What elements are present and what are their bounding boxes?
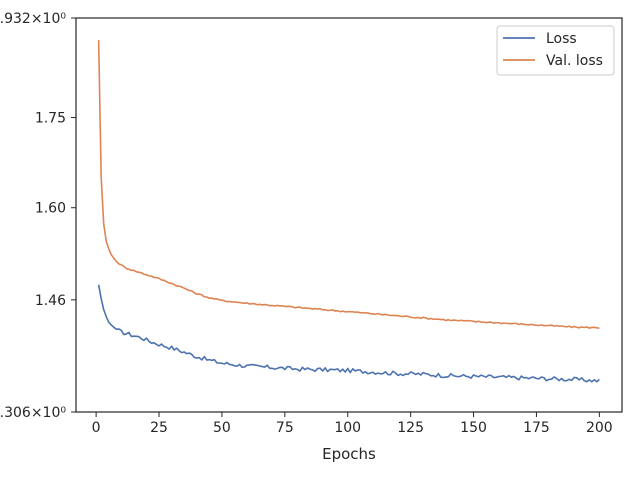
x-axis: 0 25 50 75 100 125 150 175 200 — [92, 412, 613, 436]
x-tick-label: 150 — [460, 420, 487, 436]
y-tick-label: 1.75 — [35, 111, 66, 127]
y-tick-label: 1.46 — [35, 293, 66, 309]
y-tick-label: 1.60 — [35, 201, 66, 217]
legend-label-loss: Loss — [546, 31, 577, 47]
x-tick-label: 100 — [334, 420, 361, 436]
x-tick-label: 25 — [150, 420, 168, 436]
series-layer — [97, 40, 600, 383]
plot-area — [75, 17, 623, 413]
x-tick-label: 50 — [213, 420, 231, 436]
x-tick-label: 200 — [586, 420, 613, 436]
y-tick-label: 1.932×10⁰ — [0, 11, 66, 27]
legend: Loss Val. loss — [496, 25, 615, 76]
y-axis: 1.306×10⁰ 1.46 1.60 1.75 1.932×10⁰ — [0, 11, 76, 421]
series-line-loss — [97, 284, 600, 383]
legend-label-val-loss: Val. loss — [546, 53, 603, 69]
x-tick-label: 175 — [523, 420, 550, 436]
x-tick-label: 0 — [92, 420, 101, 436]
y-tick-label: 1.306×10⁰ — [0, 405, 66, 421]
x-tick-label: 125 — [397, 420, 424, 436]
series-line-val-loss — [97, 40, 600, 330]
x-axis-label: Epochs — [322, 445, 376, 463]
x-tick-label: 75 — [276, 420, 294, 436]
